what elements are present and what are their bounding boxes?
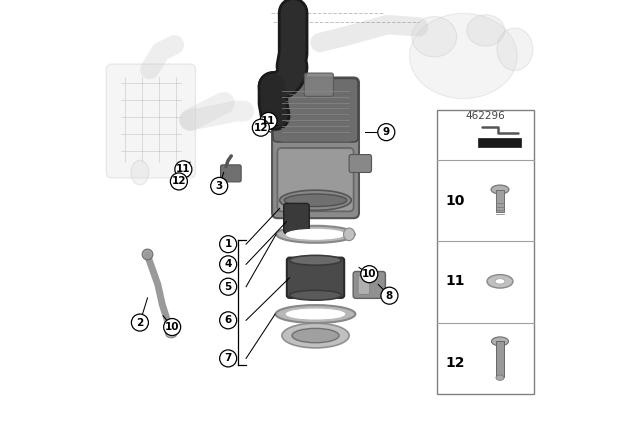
- FancyBboxPatch shape: [272, 78, 359, 218]
- Ellipse shape: [487, 275, 513, 288]
- Ellipse shape: [497, 28, 532, 70]
- Ellipse shape: [495, 279, 505, 284]
- Circle shape: [164, 319, 180, 336]
- Ellipse shape: [410, 13, 517, 99]
- Circle shape: [252, 119, 269, 136]
- Ellipse shape: [131, 160, 149, 185]
- Text: 10: 10: [445, 194, 465, 208]
- Text: 8: 8: [386, 291, 393, 301]
- Ellipse shape: [496, 375, 504, 380]
- Ellipse shape: [280, 190, 351, 211]
- Ellipse shape: [344, 228, 355, 241]
- Circle shape: [220, 312, 237, 329]
- Text: 11: 11: [176, 164, 191, 174]
- Bar: [437, 110, 534, 394]
- Ellipse shape: [292, 328, 339, 343]
- Text: 1: 1: [225, 239, 232, 249]
- Ellipse shape: [467, 15, 505, 46]
- FancyBboxPatch shape: [221, 165, 241, 182]
- Text: 5: 5: [225, 282, 232, 292]
- Circle shape: [260, 112, 277, 129]
- Circle shape: [220, 278, 237, 295]
- FancyBboxPatch shape: [305, 73, 333, 96]
- Text: 10: 10: [362, 269, 376, 279]
- Circle shape: [211, 177, 228, 194]
- FancyBboxPatch shape: [353, 271, 385, 298]
- Text: 7: 7: [225, 353, 232, 363]
- Text: 6: 6: [225, 315, 232, 325]
- Circle shape: [170, 173, 188, 190]
- Circle shape: [175, 161, 192, 178]
- Ellipse shape: [287, 309, 344, 319]
- Ellipse shape: [289, 255, 342, 265]
- Text: 462296: 462296: [466, 111, 506, 121]
- Circle shape: [220, 350, 237, 367]
- Text: 4: 4: [225, 259, 232, 269]
- Circle shape: [131, 314, 148, 331]
- Text: 11: 11: [445, 274, 465, 289]
- FancyBboxPatch shape: [358, 276, 370, 294]
- Bar: [496, 190, 504, 212]
- Ellipse shape: [492, 337, 509, 346]
- Text: 12: 12: [253, 123, 268, 133]
- Ellipse shape: [287, 229, 344, 239]
- Circle shape: [220, 236, 237, 253]
- Text: 12: 12: [445, 356, 465, 370]
- FancyBboxPatch shape: [284, 203, 309, 233]
- Text: 9: 9: [383, 127, 390, 137]
- Ellipse shape: [276, 305, 355, 323]
- Text: 3: 3: [216, 181, 223, 191]
- Circle shape: [378, 124, 395, 141]
- Ellipse shape: [289, 290, 342, 300]
- Text: 2: 2: [136, 318, 143, 327]
- Ellipse shape: [276, 226, 355, 243]
- Text: 11: 11: [261, 116, 276, 126]
- Circle shape: [220, 256, 237, 273]
- Circle shape: [361, 266, 378, 283]
- Circle shape: [142, 249, 153, 260]
- Ellipse shape: [166, 330, 177, 338]
- Circle shape: [381, 287, 398, 304]
- FancyBboxPatch shape: [349, 155, 371, 172]
- FancyBboxPatch shape: [106, 64, 195, 178]
- Ellipse shape: [284, 194, 347, 207]
- Ellipse shape: [491, 185, 509, 194]
- Ellipse shape: [282, 323, 349, 348]
- Bar: [496, 341, 504, 377]
- Text: 10: 10: [165, 322, 179, 332]
- Bar: [479, 138, 522, 147]
- FancyBboxPatch shape: [278, 148, 353, 211]
- Text: 12: 12: [172, 177, 186, 186]
- Ellipse shape: [412, 17, 457, 57]
- FancyBboxPatch shape: [287, 258, 344, 298]
- FancyBboxPatch shape: [273, 78, 358, 142]
